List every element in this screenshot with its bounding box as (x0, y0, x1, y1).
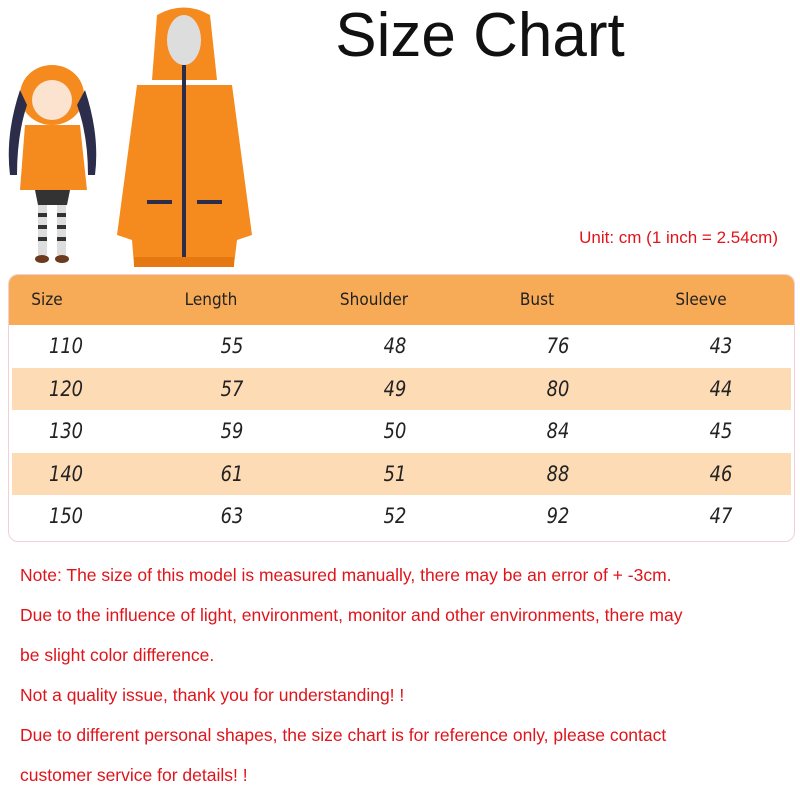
note-line: customer service for details! ! (20, 765, 248, 785)
cell-size: 110 (48, 334, 84, 358)
table-row: 150 63 52 92 47 (9, 495, 794, 537)
size-table: Size Length Shoulder Bust Sleeve 110 55 48… (8, 274, 795, 542)
cell-shoulder: 48 (383, 334, 407, 358)
header-length: Length (184, 290, 238, 310)
cell-sleeve: 44 (709, 376, 733, 401)
header-bust: Bust (519, 290, 555, 310)
cell-size: 130 (48, 419, 84, 443)
cell-sleeve: 45 (709, 419, 733, 443)
cell-sleeve: 46 (709, 461, 733, 486)
note-line: Not a quality issue, thank you for under… (20, 685, 405, 705)
note-line: Note: The size of this model is measured… (20, 565, 672, 585)
table-row: 110 55 48 76 43 (9, 325, 794, 367)
cell-bust: 92 (546, 504, 570, 528)
cell-bust: 84 (546, 419, 570, 443)
character-illustration (8, 65, 97, 263)
notes: Note: The size of this model is measured… (20, 560, 790, 800)
cell-sleeve: 43 (709, 334, 733, 358)
table-header: Size Length Shoulder Bust Sleeve (9, 275, 794, 325)
header-size: Size (31, 290, 63, 310)
cell-length: 59 (220, 419, 244, 443)
hoodie-image (117, 7, 252, 267)
cell-shoulder: 51 (383, 461, 407, 486)
cell-shoulder: 50 (383, 419, 407, 443)
note-line: Due to the influence of light, environme… (20, 605, 683, 625)
table-row: 140 61 51 88 46 (12, 452, 791, 495)
cell-shoulder: 49 (383, 376, 407, 401)
cell-sleeve: 47 (709, 504, 733, 528)
cell-shoulder: 52 (383, 504, 407, 528)
cell-length: 63 (220, 504, 244, 528)
cell-bust: 80 (546, 376, 570, 401)
cell-length: 57 (220, 376, 244, 401)
note-line: be slight color difference. (20, 645, 215, 665)
table-row: 120 57 49 80 44 (12, 367, 791, 410)
cell-bust: 76 (546, 334, 570, 358)
unit-note: Unit: cm (1 inch = 2.54cm) (579, 228, 778, 247)
table-row: 130 59 50 84 45 (9, 410, 794, 452)
cell-size: 140 (48, 461, 84, 486)
note-line: Due to different personal shapes, the si… (20, 725, 667, 745)
cell-length: 55 (220, 334, 244, 358)
header-sleeve: Sleeve (675, 290, 727, 310)
page-title: Size Chart (335, 1, 625, 70)
cell-bust: 88 (546, 461, 570, 486)
cell-size: 150 (48, 504, 84, 528)
cell-length: 61 (220, 461, 244, 486)
cell-size: 120 (48, 376, 84, 401)
header-shoulder: Shoulder (339, 290, 409, 310)
